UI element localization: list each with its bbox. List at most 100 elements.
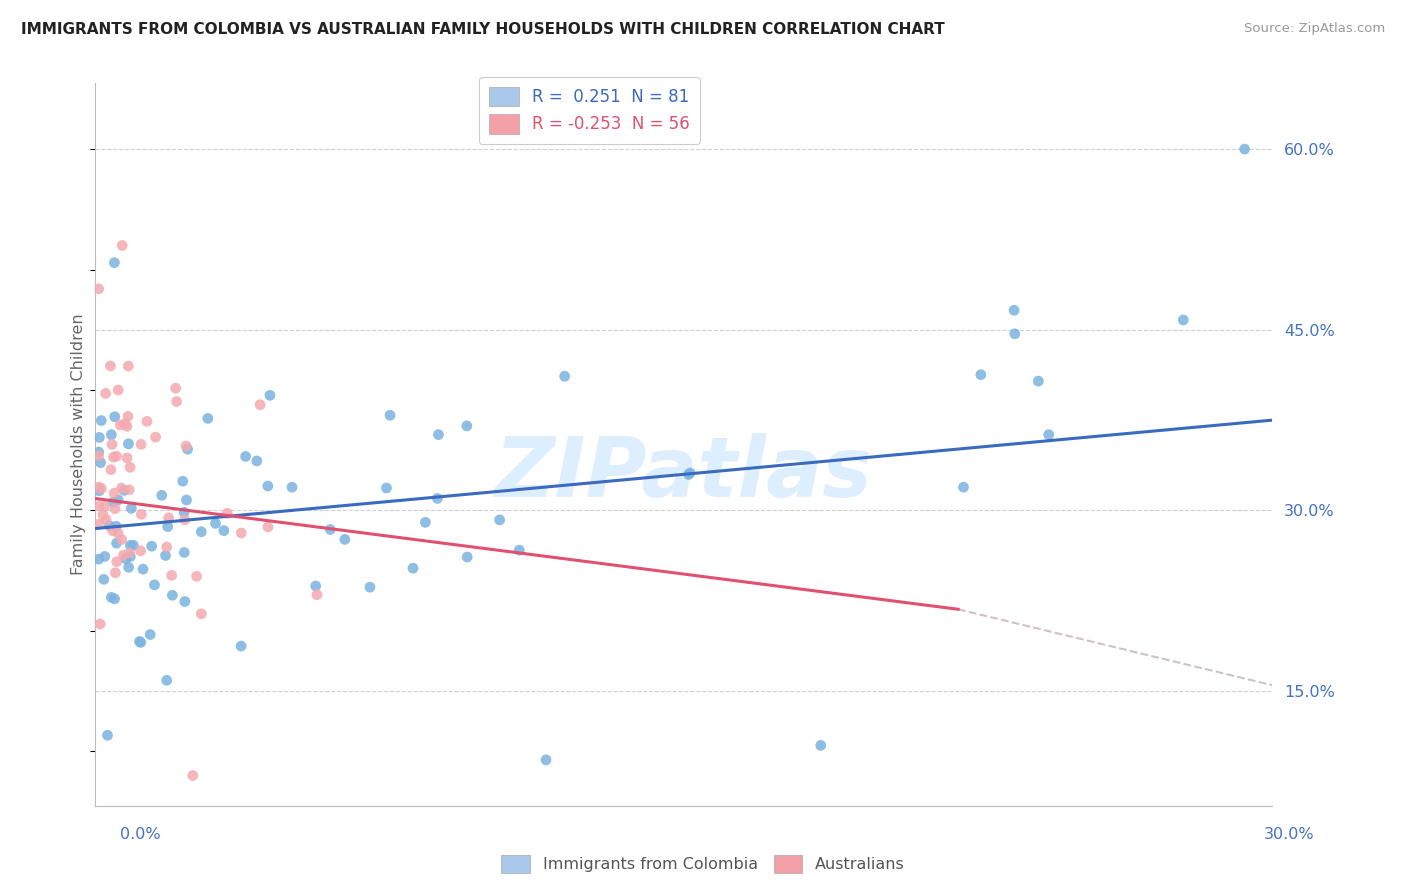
Point bbox=[120, 460, 142, 475]
Point bbox=[1026, 374, 1049, 388]
Point bbox=[87, 282, 110, 296]
Point bbox=[1173, 313, 1195, 327]
Point bbox=[427, 427, 450, 442]
Point bbox=[104, 591, 127, 606]
Legend: R =  0.251  N = 81, R = -0.253  N = 56: R = 0.251 N = 81, R = -0.253 N = 56 bbox=[478, 77, 700, 144]
Point bbox=[333, 533, 356, 547]
Point bbox=[1038, 427, 1060, 442]
Point bbox=[810, 739, 832, 753]
Point bbox=[150, 488, 173, 502]
Point bbox=[107, 492, 129, 507]
Point bbox=[197, 411, 219, 425]
Point bbox=[101, 524, 124, 538]
Point bbox=[952, 480, 974, 494]
Point bbox=[534, 753, 557, 767]
Point bbox=[173, 545, 195, 559]
Point bbox=[114, 417, 136, 431]
Point bbox=[679, 466, 702, 480]
Point bbox=[1002, 303, 1025, 318]
Point bbox=[90, 482, 112, 496]
Point bbox=[117, 409, 139, 424]
Point bbox=[132, 562, 155, 576]
Point bbox=[104, 501, 127, 516]
Point bbox=[229, 639, 252, 653]
Text: 0.0%: 0.0% bbox=[120, 827, 160, 841]
Point bbox=[104, 409, 127, 424]
Point bbox=[111, 533, 134, 547]
Point bbox=[89, 483, 111, 498]
Point bbox=[165, 381, 187, 395]
Point bbox=[190, 524, 212, 539]
Point bbox=[1233, 142, 1256, 156]
Point bbox=[117, 560, 139, 574]
Point bbox=[100, 591, 122, 605]
Point bbox=[172, 474, 194, 488]
Point bbox=[281, 480, 304, 494]
Point bbox=[111, 238, 134, 252]
Point bbox=[118, 546, 141, 560]
Point bbox=[970, 368, 993, 382]
Point bbox=[456, 418, 478, 433]
Point bbox=[166, 394, 188, 409]
Point bbox=[120, 501, 142, 516]
Point bbox=[235, 450, 257, 464]
Point bbox=[173, 513, 195, 527]
Text: 30.0%: 30.0% bbox=[1264, 827, 1315, 841]
Point bbox=[402, 561, 425, 575]
Point bbox=[89, 430, 111, 444]
Point bbox=[415, 516, 437, 530]
Point bbox=[156, 519, 179, 533]
Point bbox=[103, 450, 125, 464]
Point bbox=[118, 483, 141, 497]
Text: ZIPatlas: ZIPatlas bbox=[495, 433, 872, 514]
Point bbox=[426, 491, 449, 506]
Point bbox=[100, 359, 122, 373]
Point bbox=[91, 508, 114, 522]
Point bbox=[157, 511, 180, 525]
Point bbox=[100, 462, 122, 476]
Point bbox=[115, 419, 138, 434]
Point bbox=[257, 520, 280, 534]
Point bbox=[103, 256, 125, 270]
Point bbox=[212, 524, 235, 538]
Point bbox=[176, 493, 198, 508]
Point bbox=[155, 549, 177, 563]
Point bbox=[1004, 326, 1026, 341]
Point bbox=[160, 568, 183, 582]
Point bbox=[156, 673, 179, 688]
Point bbox=[115, 450, 138, 465]
Point bbox=[176, 442, 198, 457]
Point bbox=[456, 549, 478, 564]
Legend: Immigrants from Colombia, Australians: Immigrants from Colombia, Australians bbox=[495, 848, 911, 880]
Point bbox=[90, 456, 112, 470]
Point bbox=[101, 495, 124, 509]
Point bbox=[87, 449, 110, 463]
Point bbox=[181, 768, 204, 782]
Point bbox=[114, 551, 136, 566]
Point bbox=[110, 481, 132, 495]
Point bbox=[94, 549, 117, 564]
Point bbox=[105, 519, 128, 533]
Point bbox=[204, 516, 226, 531]
Point bbox=[103, 486, 125, 500]
Point bbox=[305, 579, 328, 593]
Text: Source: ZipAtlas.com: Source: ZipAtlas.com bbox=[1244, 22, 1385, 36]
Point bbox=[488, 513, 510, 527]
Y-axis label: Family Households with Children: Family Households with Children bbox=[72, 313, 86, 575]
Point bbox=[173, 594, 195, 608]
Point bbox=[120, 538, 142, 552]
Point bbox=[107, 383, 129, 397]
Point bbox=[104, 566, 127, 580]
Point bbox=[120, 549, 142, 564]
Point bbox=[162, 588, 184, 602]
Point bbox=[141, 539, 163, 553]
Point bbox=[93, 572, 115, 586]
Point bbox=[105, 449, 128, 463]
Point bbox=[217, 506, 239, 520]
Point bbox=[93, 500, 115, 514]
Point bbox=[359, 580, 381, 594]
Point bbox=[110, 417, 132, 432]
Point bbox=[87, 517, 110, 532]
Point bbox=[190, 607, 212, 621]
Point bbox=[375, 481, 398, 495]
